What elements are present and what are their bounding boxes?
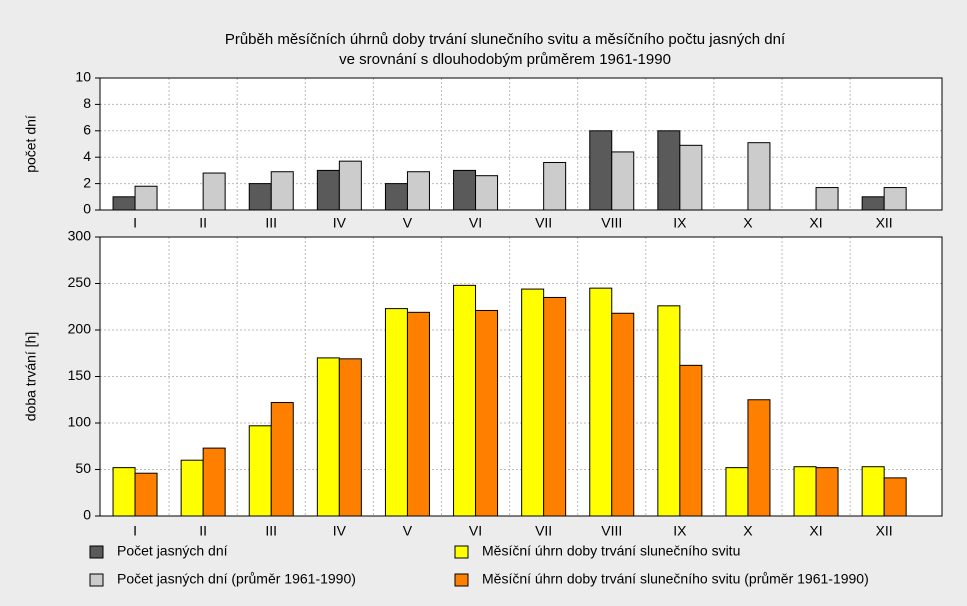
bar [679,144,703,211]
x-tick-label: II [199,215,207,231]
bar [453,169,477,211]
x-tick-label: XI [809,523,822,539]
y-tick-label: 150 [68,367,92,383]
y-tick-label: 50 [75,460,91,476]
legend-swatch [454,573,469,587]
y-tick-label: 4 [83,148,91,164]
bar [883,187,907,211]
bar [725,467,749,517]
bar [543,161,567,211]
x-tick-label: X [743,215,753,231]
bar [270,402,294,517]
bar [112,467,136,517]
y-tick-label: 200 [68,321,92,337]
bar [883,477,907,517]
y-tick-label: 0 [83,201,91,217]
y-tick-label: 300 [68,228,92,244]
bar [180,459,204,517]
x-tick-label: XII [876,523,893,539]
bar [270,171,294,211]
y-tick-label: 250 [68,274,92,290]
legend-swatch [89,545,104,559]
bar [611,312,635,517]
x-tick-label: IV [333,215,347,231]
bar [475,309,499,517]
x-tick-label: VII [535,523,552,539]
legend-label: Měsíční úhrn doby trvání slunečního svit… [482,543,740,559]
x-tick-label: VI [469,523,482,539]
x-tick-label: XII [876,215,893,231]
x-tick-label: VIII [601,215,622,231]
x-tick-label: III [265,215,277,231]
bar [453,284,477,517]
legend-label: Počet jasných dní (průměr 1961-1990) [117,571,356,587]
x-tick-label: VIII [601,523,622,539]
bar [679,364,703,517]
bar [384,183,408,211]
bar [202,447,226,517]
bar [657,130,681,211]
legend-label: Počet jasných dní [117,543,228,559]
bar [543,296,567,517]
x-tick-label: XI [809,215,822,231]
bar [815,187,839,211]
plot-frame [99,77,943,211]
x-tick-label: IX [673,215,687,231]
chart-title: ve srovnání s dlouhodobým průměrem 1961-… [339,51,671,68]
y-tick-label: 100 [68,414,92,430]
y-axis-label: počet dní [23,115,39,173]
x-tick-label: V [403,523,413,539]
x-tick-label: VI [469,215,482,231]
bar [589,130,613,211]
bar [134,185,158,211]
chart-title: Průběh měsíčních úhrnů doby trvání slune… [225,31,786,48]
x-tick-label: IV [333,523,347,539]
bar [406,311,430,517]
bar [316,169,340,211]
bar [861,466,885,517]
bar [611,151,635,211]
bar [475,175,499,211]
y-tick-label: 6 [83,122,91,138]
y-tick-label: 0 [83,507,91,523]
y-tick-label: 10 [75,69,91,85]
bar [248,425,272,517]
bar [406,171,430,211]
x-tick-label: X [743,523,753,539]
bar [316,357,340,517]
legend-swatch [89,573,104,587]
bar [657,305,681,517]
bar [747,142,771,211]
x-tick-label: VII [535,215,552,231]
x-tick-label: V [403,215,413,231]
plot-frame [99,236,943,517]
bar [589,287,613,517]
bar [815,467,839,517]
x-tick-label: I [133,215,137,231]
plot-area [100,78,942,210]
x-tick-label: III [265,523,277,539]
x-tick-label: I [133,523,137,539]
x-tick-label: IX [673,523,687,539]
y-tick-label: 8 [83,95,91,111]
bar [384,308,408,517]
bar [793,466,817,517]
bar [134,472,158,517]
bar [248,183,272,211]
bar [338,160,362,211]
bar [202,172,226,211]
bar [338,358,362,517]
bar [112,196,136,211]
legend-swatch [454,545,469,559]
legend-label: Měsíční úhrn doby trvání slunečního svit… [482,571,869,587]
y-tick-label: 2 [83,174,91,190]
bar [861,196,885,211]
bar [521,288,545,517]
x-tick-label: II [199,523,207,539]
bar [747,399,771,517]
y-axis-label: doba trvání [h] [23,332,39,422]
